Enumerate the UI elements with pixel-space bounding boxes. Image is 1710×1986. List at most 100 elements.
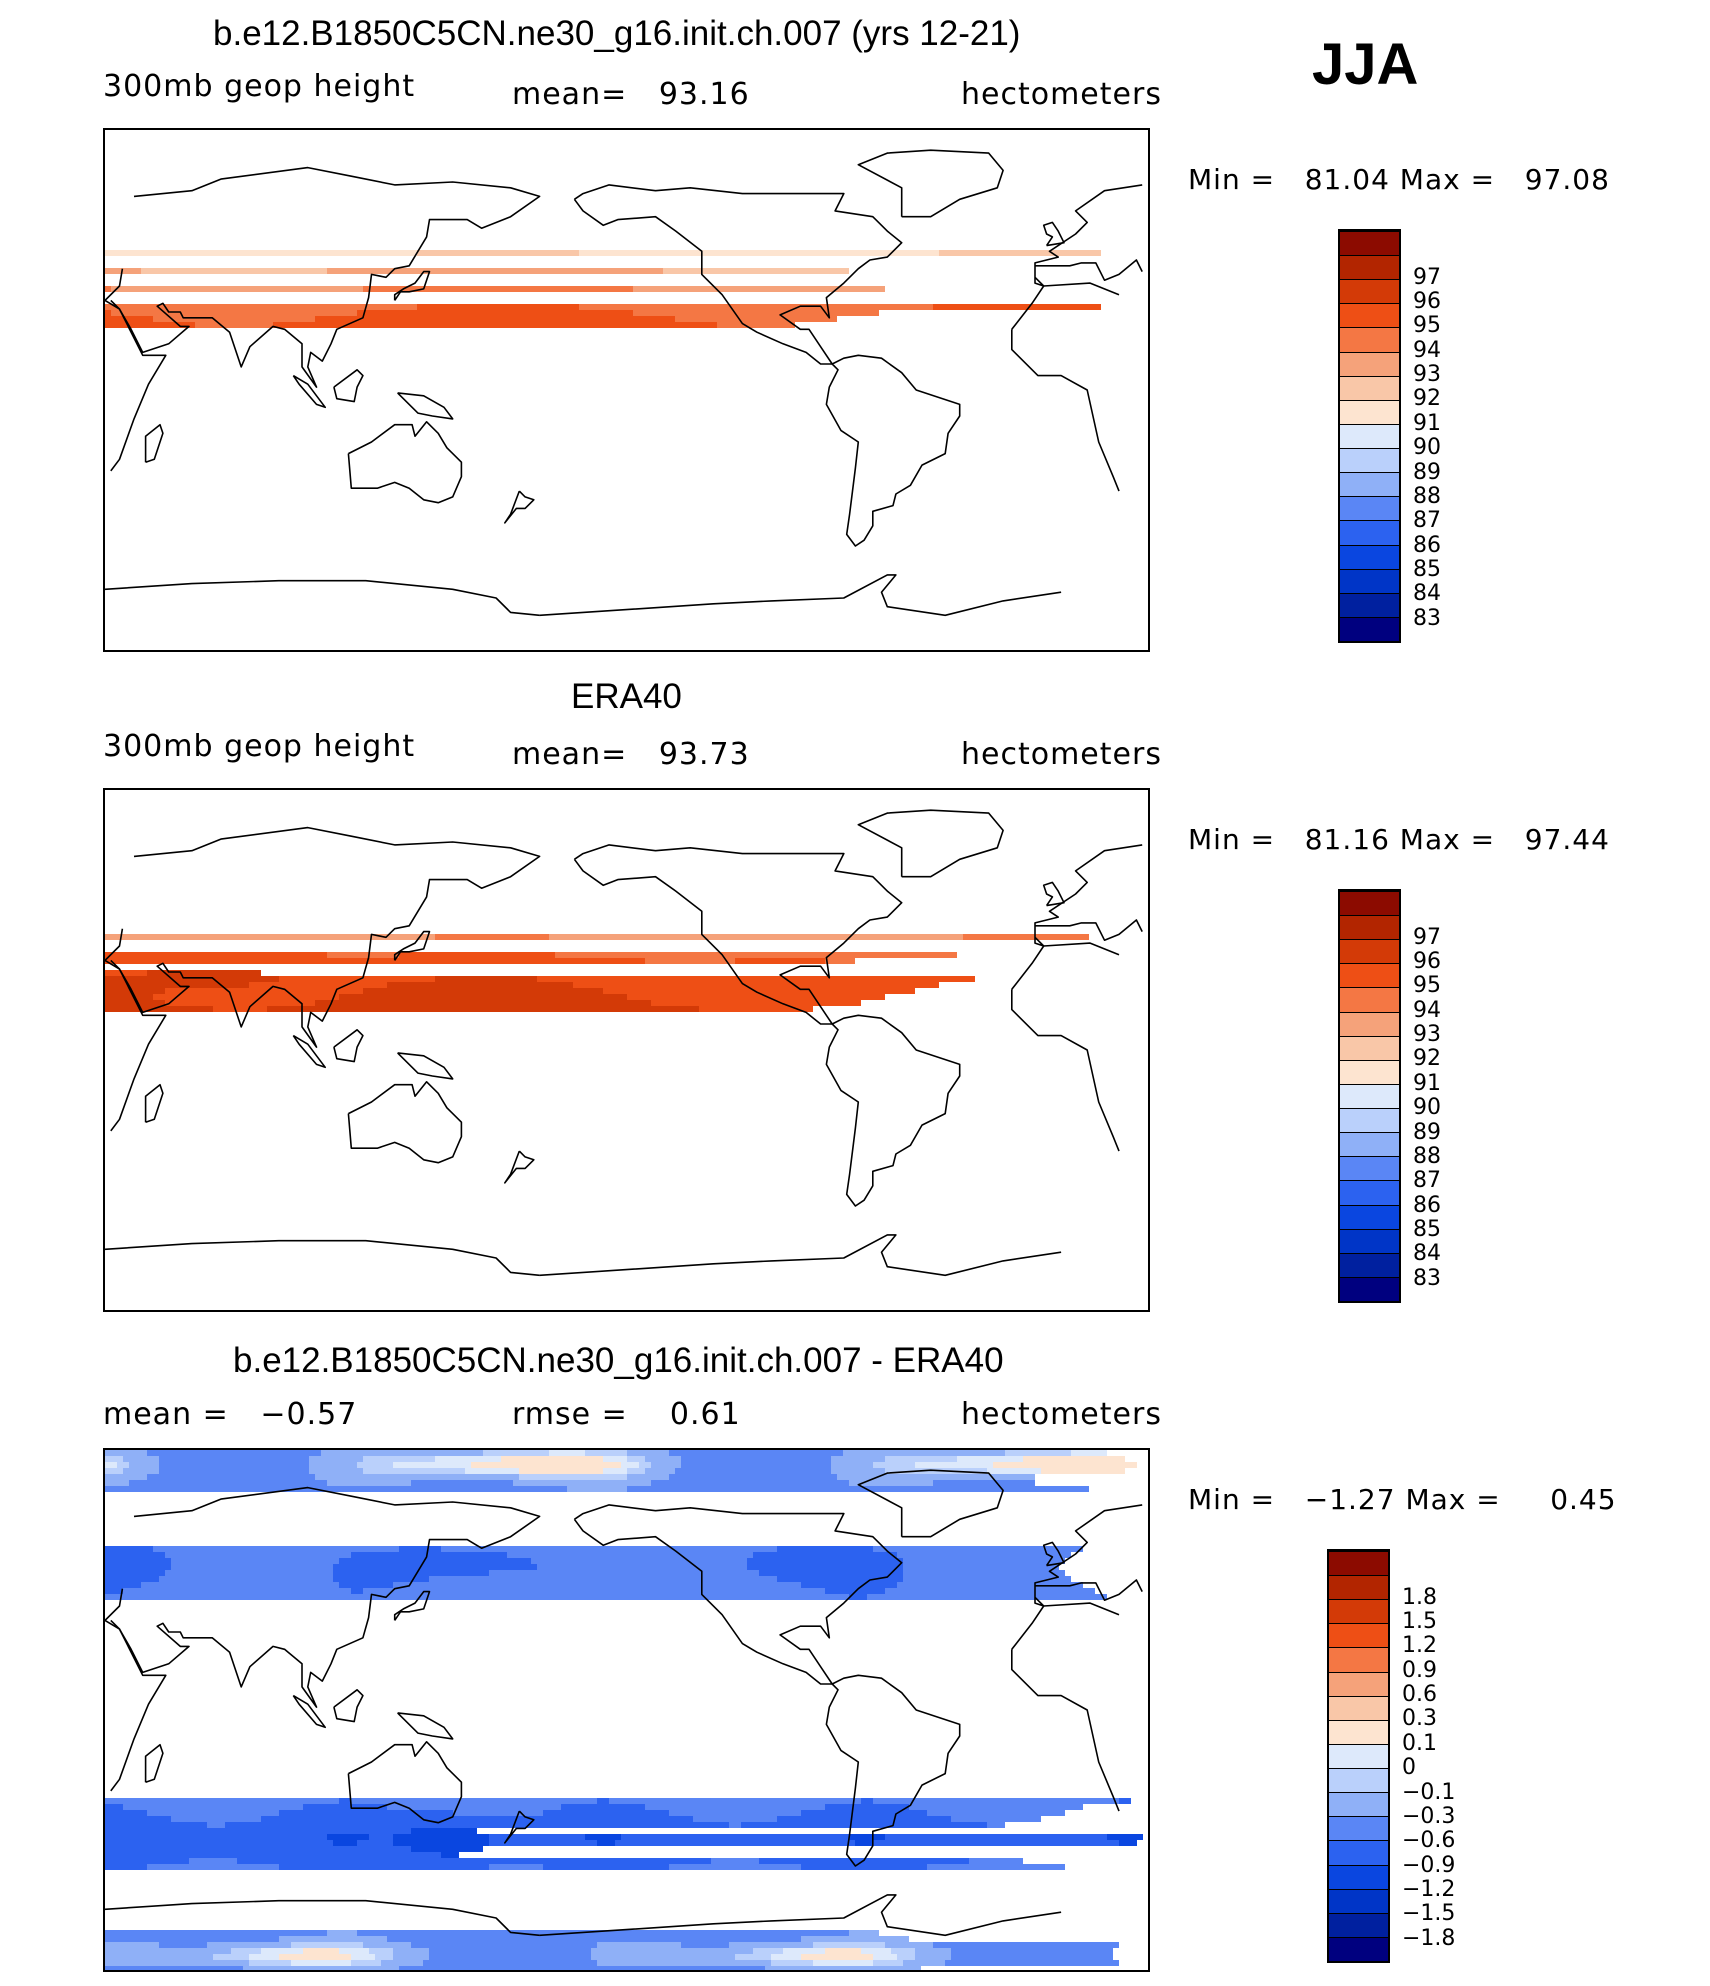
contour-band bbox=[147, 1474, 315, 1480]
contour-band bbox=[915, 1954, 951, 1960]
contour-band bbox=[207, 1942, 291, 1948]
colorbar-tick-label: 87 bbox=[1413, 1168, 1441, 1194]
contour-band bbox=[903, 1576, 1071, 1582]
colorbar-swatch bbox=[1329, 1623, 1388, 1648]
colorbar-tick-label: 89 bbox=[1413, 1119, 1441, 1145]
contour-band bbox=[555, 952, 957, 958]
contour-band bbox=[849, 1930, 879, 1936]
contour-band bbox=[483, 1450, 549, 1456]
contour-band bbox=[861, 1798, 873, 1804]
coastline bbox=[397, 1712, 454, 1740]
contour-band bbox=[159, 1456, 309, 1462]
contour-band bbox=[123, 1588, 351, 1594]
contour-band bbox=[621, 1834, 849, 1840]
panel-1-map bbox=[103, 128, 1150, 652]
contour-band bbox=[423, 1960, 597, 1966]
panel-3-colorbar bbox=[1327, 1549, 1390, 1963]
contour-band bbox=[639, 1462, 651, 1468]
contour-band bbox=[141, 268, 327, 274]
coastline bbox=[1010, 329, 1120, 492]
colorbar-tick-label: 83 bbox=[1413, 605, 1441, 631]
colorbar-tick-label: 85 bbox=[1413, 556, 1441, 582]
contour-band bbox=[993, 1462, 1137, 1468]
contour-band bbox=[1071, 1450, 1107, 1456]
contour-band bbox=[357, 1930, 849, 1936]
coastline bbox=[105, 166, 541, 388]
colorbar-tick-label: 94 bbox=[1413, 997, 1441, 1023]
contour-band bbox=[621, 1462, 639, 1468]
contour-band bbox=[279, 1936, 387, 1942]
contour-band bbox=[471, 1462, 621, 1468]
contour-band bbox=[717, 322, 795, 328]
contour-band bbox=[105, 310, 111, 316]
coastline bbox=[105, 268, 124, 301]
contour-band bbox=[417, 304, 579, 310]
contour-band bbox=[153, 1546, 399, 1552]
contour-band bbox=[915, 1462, 993, 1468]
colorbar-swatch bbox=[1329, 1816, 1388, 1841]
contour-band bbox=[123, 1456, 159, 1462]
colorbar-tick-label: 0.3 bbox=[1402, 1706, 1437, 1732]
contour-band bbox=[831, 1462, 873, 1468]
contour-band bbox=[747, 1564, 903, 1570]
colorbar-tick-label: 86 bbox=[1413, 532, 1441, 558]
coastline bbox=[144, 1083, 164, 1123]
contour-band bbox=[567, 1486, 627, 1492]
colorbar-swatch bbox=[1340, 1011, 1399, 1036]
contour-band bbox=[681, 1942, 729, 1948]
contour-band bbox=[111, 286, 363, 292]
contour-band bbox=[189, 1858, 237, 1864]
contour-band bbox=[105, 1948, 231, 1954]
contour-band bbox=[429, 1948, 591, 1954]
contour-band bbox=[327, 1834, 369, 1840]
coastlines bbox=[105, 809, 1143, 1277]
coastline bbox=[1034, 1504, 1143, 1607]
colorbar-tick-label: 83 bbox=[1413, 1265, 1441, 1291]
colorbar-tick-label: 0 bbox=[1402, 1755, 1416, 1781]
contour-band bbox=[105, 1450, 147, 1456]
contour-band bbox=[903, 1564, 1059, 1570]
contour-band bbox=[651, 1462, 681, 1468]
colorbar-swatch bbox=[1329, 1864, 1388, 1889]
contour-band bbox=[147, 1450, 321, 1456]
contour-band bbox=[273, 322, 717, 328]
coastline bbox=[503, 490, 535, 524]
contour-band bbox=[267, 1006, 699, 1012]
coastline bbox=[292, 1694, 326, 1729]
contour-band bbox=[393, 1582, 801, 1588]
contour-band bbox=[309, 1456, 363, 1462]
contour-band bbox=[867, 1594, 1107, 1600]
colorbar-swatch bbox=[1340, 544, 1399, 569]
contour-band bbox=[693, 1816, 777, 1822]
contour-band bbox=[645, 1804, 825, 1810]
contour-band bbox=[939, 250, 1101, 256]
contour-band bbox=[225, 1822, 729, 1828]
colorbar-tick-label: 90 bbox=[1413, 435, 1441, 461]
colorbar-swatch bbox=[1340, 1276, 1399, 1301]
contour-band bbox=[951, 1816, 1041, 1822]
contour-band bbox=[831, 1456, 885, 1462]
colorbar-tick-label: 88 bbox=[1413, 1143, 1441, 1169]
contour-band bbox=[123, 1804, 303, 1810]
contour-band bbox=[801, 1864, 927, 1870]
contour-band bbox=[843, 1450, 1005, 1456]
colorbar-tick-label: 0.1 bbox=[1402, 1730, 1437, 1756]
contour-band bbox=[411, 1828, 477, 1834]
contour-band bbox=[333, 1840, 357, 1846]
contour-band bbox=[363, 1468, 465, 1474]
contour-band bbox=[363, 1942, 411, 1948]
contour-band bbox=[105, 994, 153, 1000]
contour-band bbox=[441, 1852, 459, 1858]
colorbar-swatch bbox=[1329, 1695, 1388, 1720]
contour-band bbox=[393, 1462, 471, 1468]
contour-band bbox=[153, 994, 339, 1000]
contour-band bbox=[387, 982, 573, 988]
contour-band bbox=[249, 982, 387, 988]
contour-band bbox=[885, 1834, 1107, 1840]
contour-band bbox=[969, 1858, 1023, 1864]
contour-band bbox=[633, 286, 885, 292]
contour-band bbox=[165, 1000, 315, 1006]
colorbar-tick-label: 1.8 bbox=[1402, 1584, 1437, 1610]
coastline bbox=[857, 149, 1004, 218]
contour-band bbox=[663, 268, 849, 274]
